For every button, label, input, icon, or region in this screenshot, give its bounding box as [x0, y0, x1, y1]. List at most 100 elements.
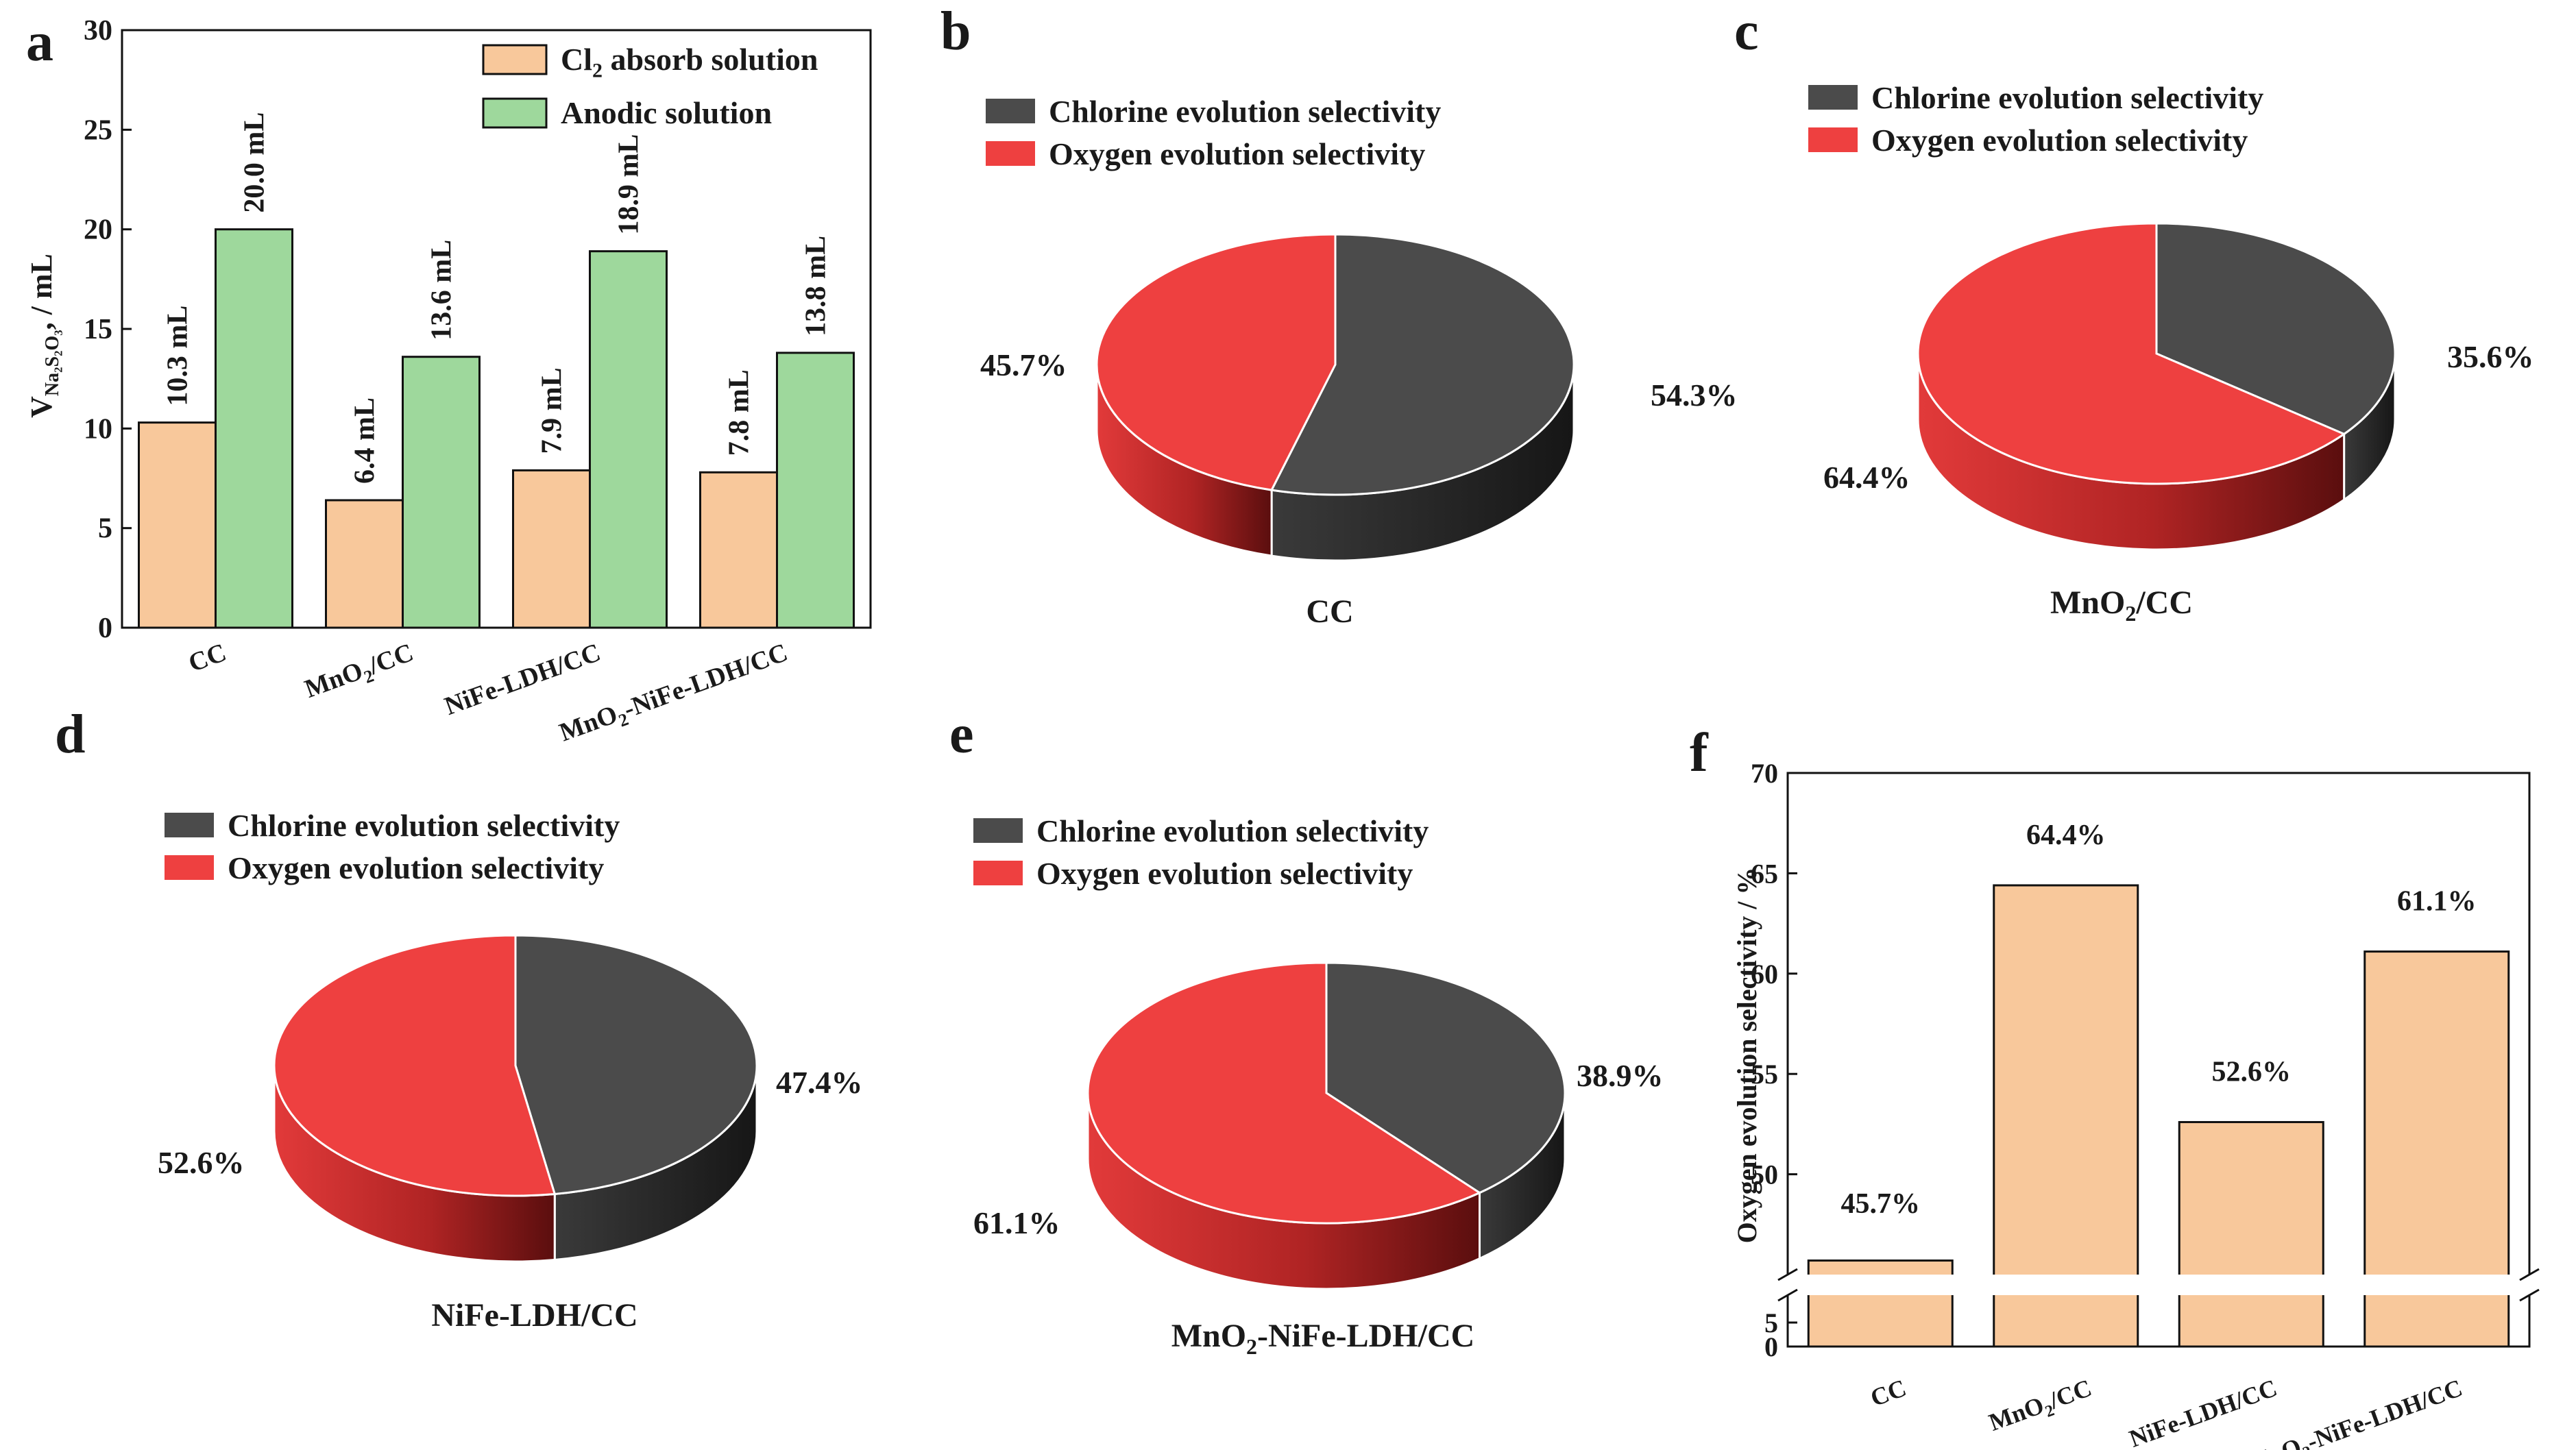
pie-percent-label: 64.4%	[1823, 460, 1910, 495]
panel-a-ylabel: VNa₂S₂O₃, / mL	[25, 254, 63, 418]
panel-c-pie-chart: c Chlorine evolution selectivity Oxygen ev…	[1734, 1, 2534, 626]
pie-legend-swatch	[165, 855, 214, 880]
panel-f-ytick-label: 50	[1751, 1159, 1778, 1190]
panel-a-data-label: 20.0 mL	[239, 112, 271, 213]
panel-a-ylabel-unit: , / mL	[25, 254, 58, 330]
panel-f-category-label: MnO2-NiFe-LDH/CC	[2243, 1374, 2468, 1450]
pie-slice-oxygen	[1095, 233, 1337, 491]
pie-percent-label: 47.4%	[776, 1065, 863, 1100]
panel-f-break-mark	[1777, 1268, 1798, 1281]
panel-a-category-label: CC	[185, 638, 230, 678]
pie-slice-oxygen	[1086, 961, 1482, 1225]
panel-a-label: a	[26, 12, 53, 73]
pie-slice-chlorine	[514, 934, 758, 1196]
pie-legend-label: Oxygen evolution selectivity	[1036, 856, 1413, 891]
panel-f-ytick-label: 0	[1764, 1331, 1778, 1362]
panel-f-bar	[1807, 1259, 1954, 1348]
panel-a-bar	[776, 352, 855, 629]
pie-legend-label: Chlorine evolution selectivity	[228, 808, 620, 843]
pie-legend-label: Oxygen evolution selectivity	[228, 850, 604, 885]
panel-f-ytick-label: 55	[1751, 1059, 1778, 1090]
pie-percent-label: 61.1%	[973, 1205, 1060, 1240]
panel-f-ytick-label: 65	[1751, 858, 1778, 889]
pie-slice-chlorine	[1269, 233, 1575, 496]
pie-legend-swatch	[973, 861, 1023, 885]
panel-f-bar	[1993, 884, 2139, 1348]
panel-f-label: f	[1690, 723, 1709, 783]
panel-a-bar	[325, 499, 404, 629]
panel-a-legend-swatch	[482, 44, 548, 75]
panel-f-data-label: 64.4%	[2026, 820, 2106, 851]
pie-legend-label: Chlorine evolution selectivity	[1049, 94, 1441, 129]
panel-d-pie-chart: d Chlorine evolution selectivity Oxygen ev…	[55, 704, 863, 1334]
panel-f-category-label: MnO2/CC	[1985, 1374, 2096, 1440]
panel-a-legend-label: Cl2 absorb solution	[561, 42, 818, 82]
panel-a-category-label: NiFe-LDH/CC	[441, 638, 605, 721]
panel-f-data-label: 52.6%	[2212, 1056, 2292, 1088]
panel-f-ylabel: Oxygen evolution selectivity / %	[1731, 868, 1762, 1244]
panel-a-plot-area: 0 5 10 15 20 25 30 10.3 mL 20.0 mL CC 6.4 mL 13.6 m…	[84, 15, 872, 747]
panel-f-bar	[2178, 1120, 2324, 1348]
panel-f-data-label: 45.7%	[1841, 1188, 1921, 1220]
panel-f-category-label: NiFe-LDH/CC	[2126, 1374, 2281, 1450]
panel-f-break-mark	[1777, 1288, 1798, 1302]
panel-a-data-label: 7.8 mL	[724, 369, 755, 456]
panel-a-ytick-label: 0	[98, 613, 112, 644]
pie-legend-swatch	[1808, 85, 1858, 110]
panel-f-ytick-label: 5	[1764, 1307, 1778, 1338]
pie-legend-label: Oxygen evolution selectivity	[1871, 123, 2248, 158]
panel-a-ytick-label: 25	[84, 114, 112, 146]
pie-percent-label: 45.7%	[980, 347, 1067, 382]
panel-a-ytick-label: 30	[84, 15, 112, 47]
panel-a-data-label: 13.6 mL	[426, 240, 458, 341]
pie-slice-chlorine	[2155, 222, 2396, 436]
panel-a-ytick-label: 10	[84, 413, 112, 445]
pie-legend-swatch	[986, 99, 1035, 123]
pie-legend-label: Oxygen evolution selectivity	[1049, 136, 1425, 171]
panel-a-bar	[512, 469, 591, 629]
panel-a-ylabel-main: V	[25, 396, 58, 418]
pie-percent-label: 54.3%	[1651, 378, 1738, 413]
panel-f-ytick-label: 60	[1751, 959, 1778, 990]
pie-percent-label: 52.6%	[158, 1145, 245, 1180]
panel-a-ytick-label: 5	[98, 513, 112, 545]
panel-a-data-label: 6.4 mL	[350, 397, 381, 484]
panel-b-pie-chart: b Chlorine evolution selectivity Oxygen ev…	[940, 1, 1738, 630]
panel-a-data-label: 18.9 mL	[613, 134, 645, 235]
pie-percent-label: 35.6%	[2447, 339, 2534, 374]
panel-a-bar	[589, 250, 668, 629]
pie-legend-swatch	[1808, 127, 1858, 152]
panel-e-pie-chart: e Chlorine evolution selectivity Oxygen ev…	[949, 704, 1664, 1359]
panel-e-label: e	[949, 704, 974, 765]
pie-caption: CC	[1306, 593, 1353, 630]
panel-a-legend-label: Anodic solution	[561, 95, 772, 130]
pie-legend-swatch	[973, 818, 1023, 843]
panel-a-data-label: 13.8 mL	[801, 236, 832, 336]
pie-caption: MnO2-NiFe-LDH/CC	[1171, 1318, 1475, 1359]
panel-f-category-label: CC	[1867, 1374, 1910, 1412]
panel-a-bar-chart: a 0 5 10 15 20 25 30 10.3 mL 20.0 mL CC 6.4 mL 13.6…	[25, 12, 872, 747]
pie-legend-label: Chlorine evolution selectivity	[1036, 813, 1429, 848]
panel-f-data-label: 61.1%	[2397, 886, 2477, 918]
pie-legend-swatch	[165, 813, 214, 837]
panel-a-bar	[215, 228, 293, 629]
pie-slice-oxygen	[273, 934, 557, 1197]
panel-a-data-label: 10.3 mL	[162, 306, 194, 406]
panel-d-label: d	[55, 704, 86, 765]
panel-a-ytick-label: 15	[84, 314, 112, 345]
panel-a-legend: Cl2 absorb solution Anodic solution	[482, 42, 818, 130]
panel-f-ytick-label: 70	[1751, 758, 1778, 789]
pie-percent-label: 38.9%	[1577, 1058, 1664, 1093]
pie-caption: NiFe-LDH/CC	[431, 1297, 637, 1334]
panel-a-bar	[138, 421, 217, 629]
pie-slice-chlorine	[1325, 961, 1566, 1194]
panel-a-bar	[402, 356, 481, 629]
panel-a-bar	[699, 471, 778, 629]
pie-caption: MnO2/CC	[2050, 585, 2193, 626]
pie-slice-oxygen	[1917, 222, 2346, 485]
pie-legend-label: Chlorine evolution selectivity	[1871, 80, 2263, 115]
panel-a-data-label: 7.9 mL	[537, 367, 568, 454]
panel-f-break-mark	[2519, 1288, 2540, 1302]
panel-c-label: c	[1734, 1, 1759, 62]
